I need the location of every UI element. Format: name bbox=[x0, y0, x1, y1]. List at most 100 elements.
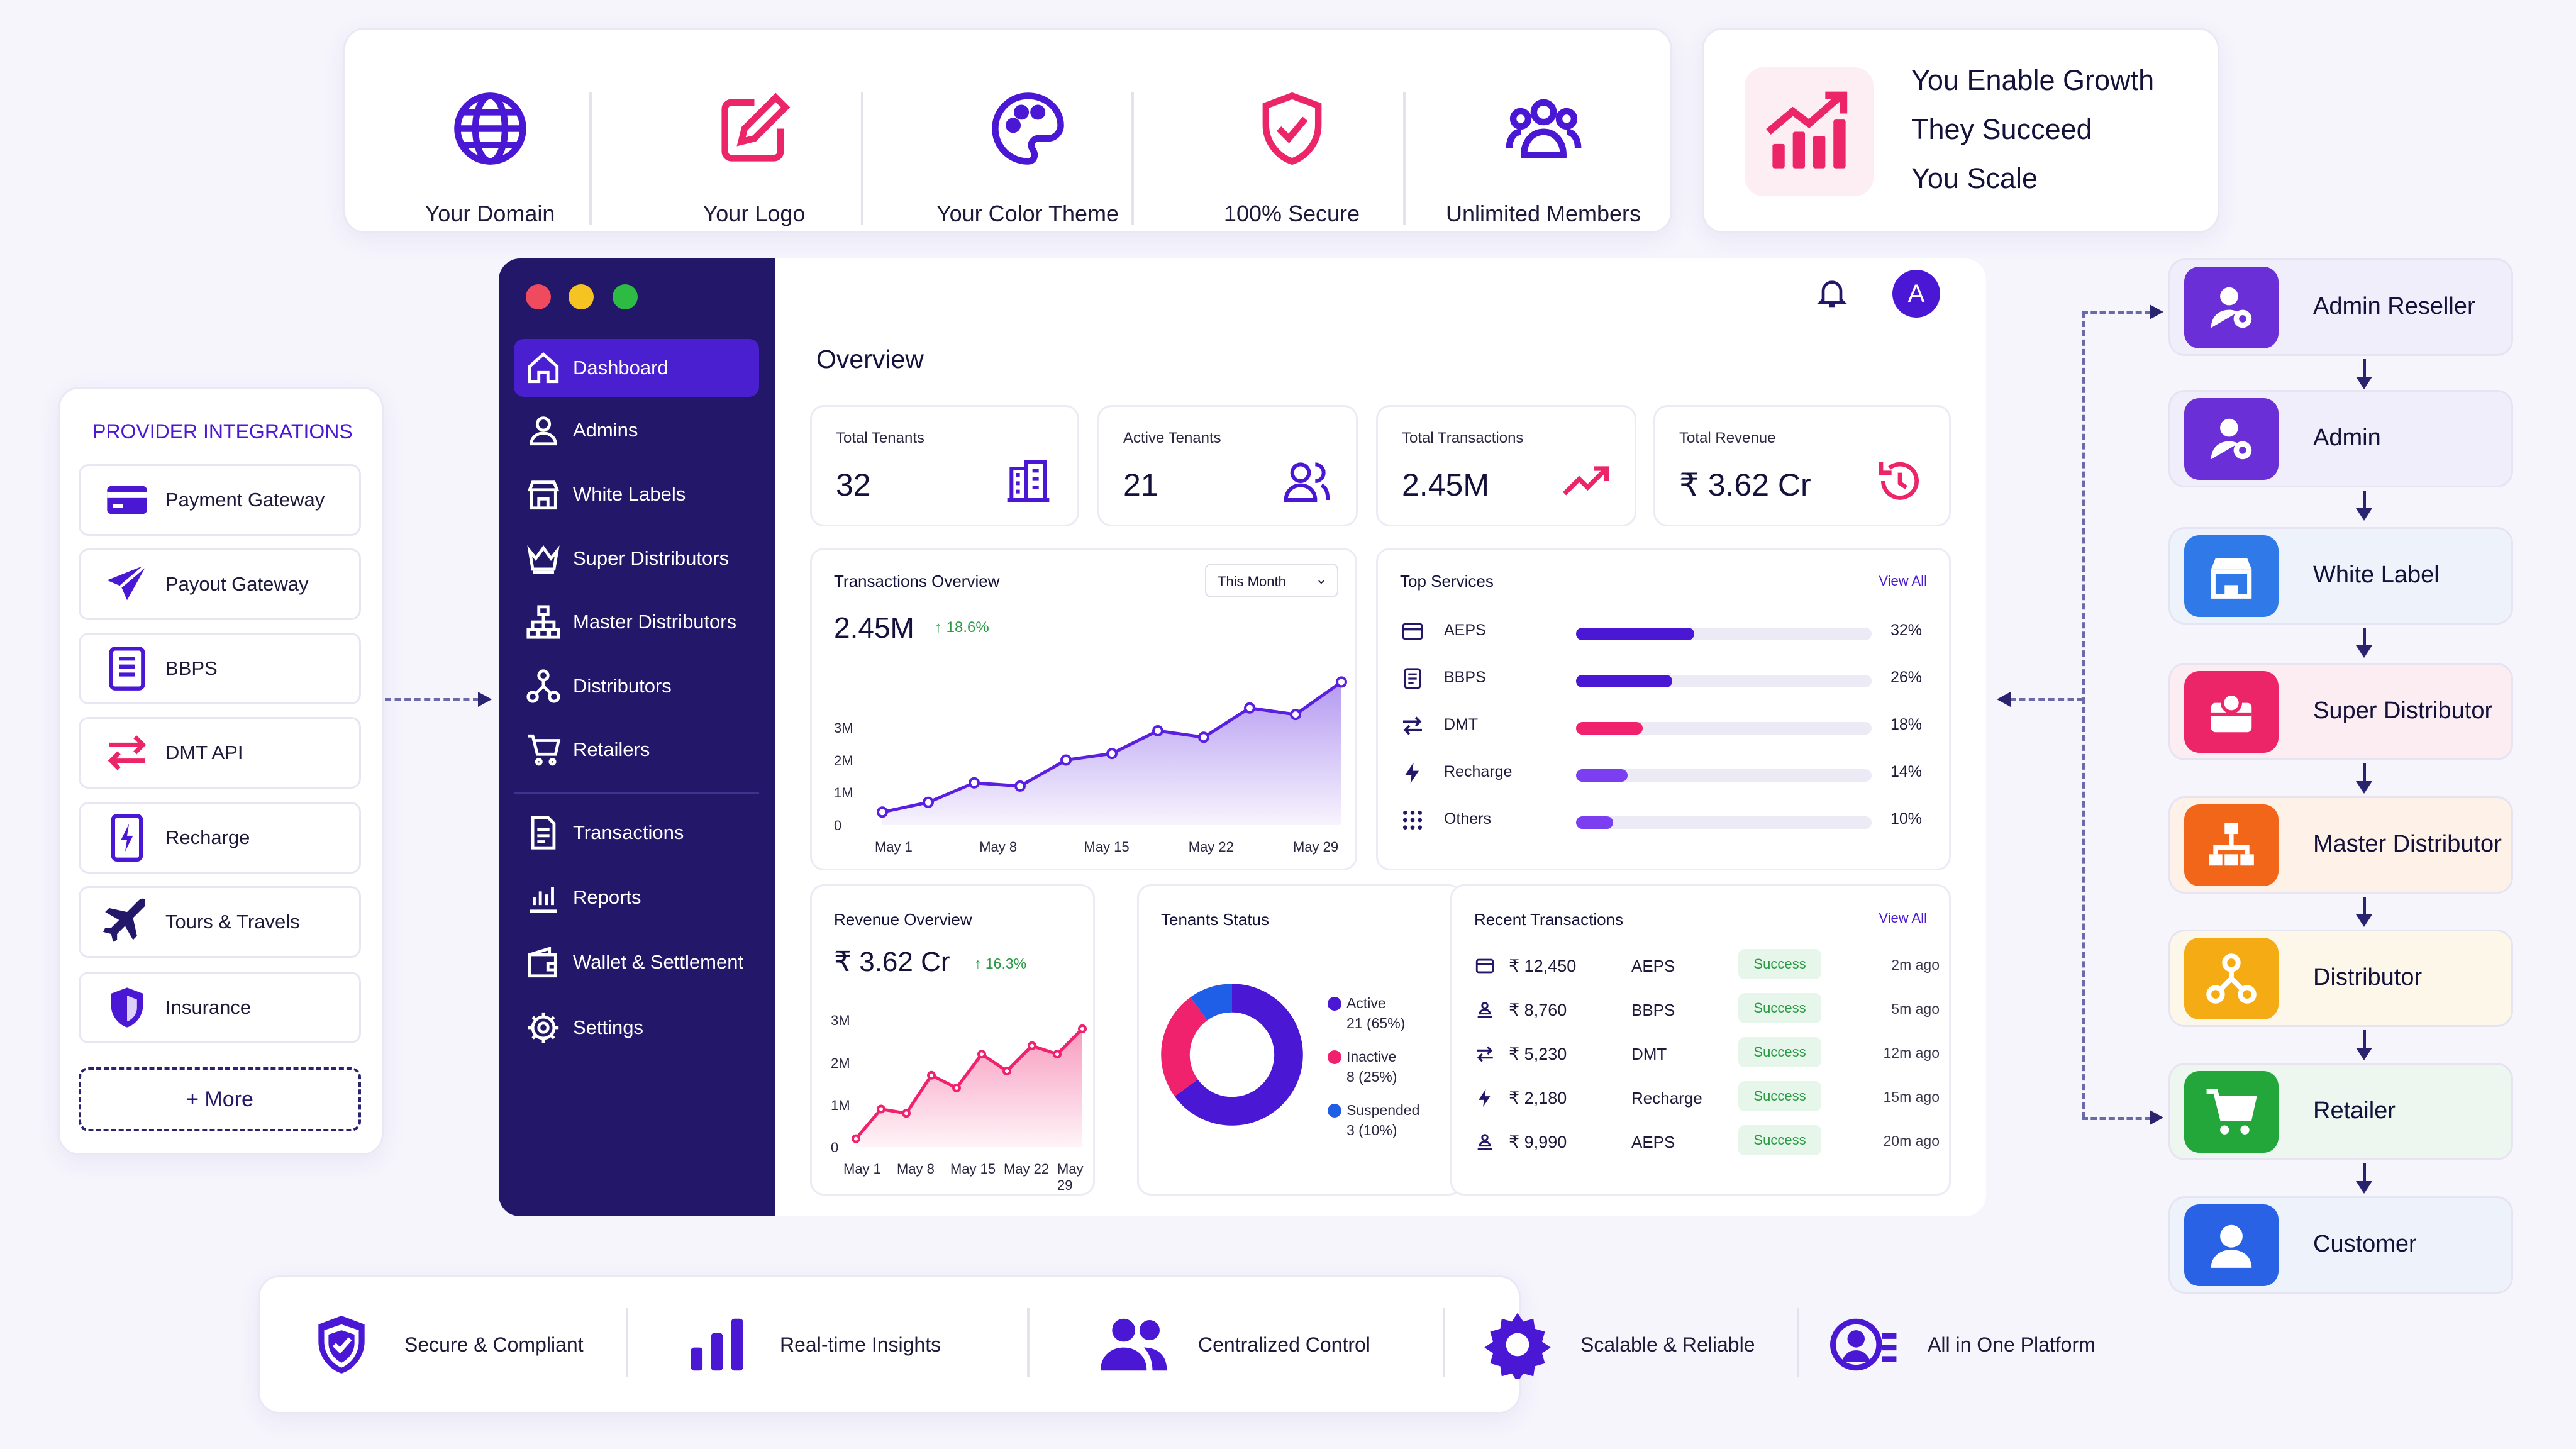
document-icon bbox=[531, 816, 556, 850]
x-tick-label: May 29 bbox=[1057, 1161, 1084, 1193]
bar-chart-icon bbox=[691, 1318, 743, 1371]
bottom-feature-label: Scalable & Reliable bbox=[1580, 1333, 1755, 1356]
hierarchy-customer[interactable]: Customer bbox=[2168, 1196, 2513, 1294]
sidebar-item-distributors[interactable]: Distributors bbox=[514, 657, 759, 715]
sidebar-item-reports[interactable]: Reports bbox=[514, 869, 759, 926]
hierarchy-arrow bbox=[2356, 1163, 2372, 1194]
chart-point[interactable] bbox=[1152, 724, 1163, 736]
service-bar-fill bbox=[1576, 769, 1628, 782]
hierarchy-master-distributor[interactable]: Master Distributor bbox=[2168, 796, 2513, 894]
legend-label: Suspended bbox=[1346, 1102, 1420, 1118]
donut-slice-suspended[interactable] bbox=[1161, 984, 1303, 1126]
provider-bbps[interactable]: BBPS bbox=[79, 633, 361, 704]
hierarchy-distributor[interactable]: Distributor bbox=[2168, 930, 2513, 1027]
provider-insurance[interactable]: Insurance bbox=[79, 972, 361, 1043]
bottom-feature-insights: Real-time Insights bbox=[682, 1275, 941, 1414]
sidebar-item-admins[interactable]: Admins bbox=[514, 401, 759, 459]
bottom-feature-label: Centralized Control bbox=[1198, 1333, 1370, 1356]
service-percent: 18% bbox=[1890, 716, 1922, 733]
hierarchy-label: Distributor bbox=[2313, 964, 2423, 991]
hierarchy-retailer[interactable]: Retailer bbox=[2168, 1063, 2513, 1160]
window-minimize-dot[interactable] bbox=[569, 284, 594, 309]
window-maximize-dot[interactable] bbox=[613, 284, 638, 309]
sidebar-item-wallet-settlement[interactable]: Wallet & Settlement bbox=[514, 933, 759, 991]
period-select[interactable]: This Month ⌄ bbox=[1205, 564, 1338, 597]
chart-point[interactable] bbox=[877, 806, 888, 818]
bottom-feature-label: Secure & Compliant bbox=[404, 1333, 584, 1356]
provider-recharge[interactable]: Recharge bbox=[79, 802, 361, 874]
chart-point[interactable] bbox=[923, 796, 934, 808]
hierarchy-admin-reseller[interactable]: Admin Reseller bbox=[2168, 258, 2513, 356]
service-percent: 26% bbox=[1890, 669, 1922, 686]
transactions-chart: 0 1M 2M 3M May 1 May 8 May 15 May 22 May 29 bbox=[812, 650, 1359, 870]
hierarchy-white-label[interactable]: White Label bbox=[2168, 527, 2513, 625]
hierarchy-icon-box bbox=[2184, 1071, 2279, 1153]
card-icon bbox=[1402, 623, 1423, 640]
donut-slice-inactive[interactable] bbox=[1161, 984, 1303, 1126]
chart-point[interactable] bbox=[969, 777, 980, 789]
legend-swatch bbox=[1328, 1104, 1341, 1118]
provider-payment-gateway[interactable]: Payment Gateway bbox=[79, 464, 361, 536]
service-bar-fill bbox=[1576, 628, 1694, 640]
connector-arrow bbox=[2150, 304, 2163, 319]
hierarchy-arrow bbox=[2356, 628, 2372, 658]
y-tick-label: 2M bbox=[834, 752, 853, 769]
hierarchy-super-distributor[interactable]: Super Distributor bbox=[2168, 663, 2513, 760]
chart-point[interactable] bbox=[1290, 709, 1301, 721]
more-providers-button[interactable]: + More bbox=[79, 1067, 361, 1131]
provider-tours-travels[interactable]: Tours & Travels bbox=[79, 886, 361, 958]
chart-point[interactable] bbox=[1078, 1024, 1087, 1033]
provider-label: Payment Gateway bbox=[165, 489, 325, 511]
chart-point[interactable] bbox=[1244, 702, 1255, 714]
hierarchy-label: Admin Reseller bbox=[2313, 293, 2475, 319]
sidebar-item-transactions[interactable]: Transactions bbox=[514, 804, 759, 862]
chart-point[interactable] bbox=[877, 1104, 886, 1114]
provider-dmt-api[interactable]: DMT API bbox=[79, 717, 361, 789]
sidebar-item-super-distributors[interactable]: Super Distributors bbox=[514, 530, 759, 587]
chart-point[interactable] bbox=[1028, 1041, 1036, 1050]
chart-point[interactable] bbox=[977, 1050, 986, 1059]
sidebar-item-label: White Labels bbox=[573, 483, 686, 505]
dashboard-main: A Overview Total Tenants 32 Active Tenan… bbox=[775, 258, 1986, 1216]
transaction-row[interactable]: ₹ 5,230 DMT Success 12m ago bbox=[1474, 1037, 1940, 1075]
stat-card-total-revenue: Total Revenue ₹ 3.62 Cr bbox=[1653, 405, 1951, 526]
chart-point[interactable] bbox=[1053, 1050, 1062, 1059]
window-close-dot[interactable] bbox=[526, 284, 551, 309]
hierarchy-admin[interactable]: Admin bbox=[2168, 390, 2513, 487]
sidebar-item-label: Settings bbox=[573, 1016, 644, 1038]
sidebar-item-white-labels[interactable]: White Labels bbox=[514, 465, 759, 523]
chart-point[interactable] bbox=[852, 1134, 860, 1143]
chart-point[interactable] bbox=[1060, 754, 1072, 766]
provider-label: Tours & Travels bbox=[165, 911, 300, 933]
chart-point[interactable] bbox=[1106, 748, 1118, 760]
chart-point[interactable] bbox=[1336, 676, 1347, 688]
chart-point[interactable] bbox=[902, 1109, 911, 1118]
chart-point[interactable] bbox=[1014, 780, 1026, 792]
chart-point[interactable] bbox=[1002, 1067, 1011, 1076]
transaction-amount: ₹ 9,990 bbox=[1509, 1133, 1567, 1152]
bottom-feature-scalable: Scalable & Reliable bbox=[1483, 1275, 1755, 1414]
chart-point[interactable] bbox=[927, 1070, 936, 1080]
grid-dots-icon bbox=[1403, 811, 1422, 830]
chart-point[interactable] bbox=[1198, 731, 1209, 743]
bell-icon[interactable] bbox=[1814, 275, 1850, 310]
transaction-time: 5m ago bbox=[1891, 1001, 1940, 1017]
user-icon bbox=[530, 416, 557, 446]
transaction-row[interactable]: ₹ 8,760 BBPS Success 5m ago bbox=[1474, 993, 1940, 1031]
provider-payout-gateway[interactable]: Payout Gateway bbox=[79, 548, 361, 620]
hierarchy-label: Customer bbox=[2313, 1231, 2417, 1257]
chart-point[interactable] bbox=[952, 1083, 961, 1092]
sidebar-item-dashboard[interactable]: Dashboard bbox=[514, 339, 759, 397]
sidebar-item-retailers[interactable]: Retailers bbox=[514, 721, 759, 779]
transaction-row[interactable]: ₹ 2,180 Recharge Success 15m ago bbox=[1474, 1081, 1940, 1119]
view-all-link[interactable]: View All bbox=[1879, 910, 1927, 926]
view-all-link[interactable]: View All bbox=[1879, 573, 1927, 589]
transaction-row[interactable]: ₹ 12,450 AEPS Success 2m ago bbox=[1474, 949, 1940, 987]
feature-domain: Your Domain bbox=[386, 30, 594, 231]
transaction-row[interactable]: ₹ 9,990 AEPS Success 20m ago bbox=[1474, 1125, 1940, 1163]
sidebar-item-settings[interactable]: Settings bbox=[514, 999, 759, 1057]
shield-check-icon bbox=[1262, 92, 1321, 165]
sidebar-item-master-distributors[interactable]: Master Distributors bbox=[514, 593, 759, 651]
avatar[interactable]: A bbox=[1892, 270, 1940, 318]
transaction-service: AEPS bbox=[1631, 957, 1675, 975]
